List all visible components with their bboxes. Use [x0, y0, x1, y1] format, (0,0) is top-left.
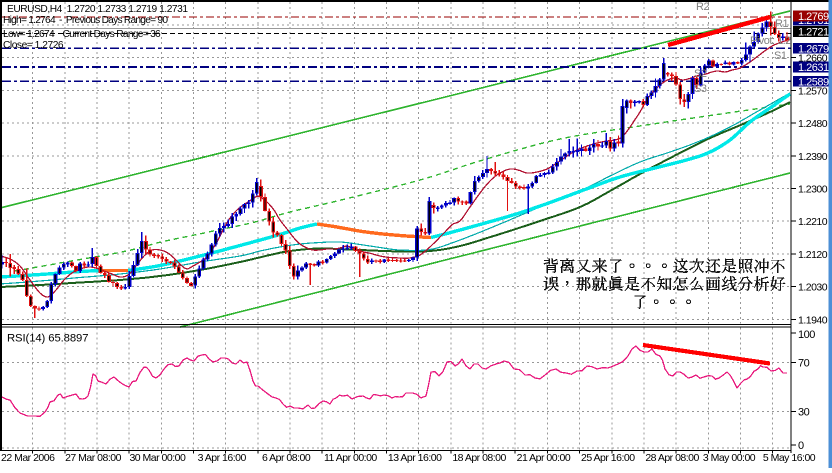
svg-text:1.2390: 1.2390: [798, 151, 828, 163]
svg-text:S2: S2: [694, 68, 707, 80]
svg-text:3 Apr 16:00: 3 Apr 16:00: [198, 452, 247, 464]
svg-text:1.2300: 1.2300: [798, 184, 828, 196]
svg-text:25 Apr 16:00: 25 Apr 16:00: [581, 452, 635, 464]
svg-text:70: 70: [798, 358, 810, 370]
svg-text:11 Apr 00:00: 11 Apr 00:00: [324, 452, 377, 464]
svg-text:27 Mar 08:00: 27 Mar 08:00: [65, 452, 122, 464]
svg-text:R1: R1: [775, 18, 788, 30]
svg-text:EURUSD,H4 1.2720 1.2733 1.271: EURUSD,H4 1.2720 1.2733 1.2719 1.2731: [7, 4, 188, 15]
svg-text:1.2480: 1.2480: [798, 118, 828, 130]
svg-text:1.2631: 1.2631: [798, 62, 829, 74]
svg-text:1.2030: 1.2030: [798, 282, 828, 294]
svg-text:18 Apr 08:00: 18 Apr 08:00: [452, 452, 506, 464]
svg-text:1.2679: 1.2679: [798, 43, 829, 55]
svg-text:100: 100: [798, 329, 815, 341]
svg-text:1.1940: 1.1940: [798, 314, 828, 326]
svg-text:0: 0: [798, 440, 804, 452]
svg-text:5 May 16:00: 5 May 16:00: [763, 452, 816, 464]
svg-text:30: 30: [798, 406, 810, 418]
svg-text:21 Apr 00:00: 21 Apr 00:00: [517, 452, 571, 464]
svg-text:22 Mar 2006: 22 Mar 2006: [1, 452, 55, 464]
svg-text:1.2769: 1.2769: [798, 11, 829, 23]
svg-text:1.2120: 1.2120: [798, 249, 828, 261]
svg-text:RSI(14) 65.8897: RSI(14) 65.8897: [7, 333, 88, 345]
svg-text:13 Apr 16:00: 13 Apr 16:00: [388, 452, 442, 464]
svg-text:S1: S1: [774, 50, 787, 62]
svg-text:R2: R2: [696, 1, 709, 13]
svg-text:1.2721: 1.2721: [798, 27, 829, 39]
svg-text:30 Mar 00:00: 30 Mar 00:00: [129, 452, 186, 464]
svg-text:1.2210: 1.2210: [798, 216, 828, 228]
svg-text:6 Apr 08:00: 6 Apr 08:00: [262, 452, 311, 464]
svg-text:1.2589: 1.2589: [798, 76, 829, 88]
svg-text:Close= 1.2726: Close= 1.2726: [3, 40, 64, 51]
svg-text:S3: S3: [694, 83, 707, 95]
svg-text:High= 1.2764 - Previous Days: High= 1.2764 - Previous Days Range= 90: [3, 15, 168, 26]
svg-text:28 Apr 08:00: 28 Apr 08:00: [645, 452, 699, 464]
svg-text:3 May 00:00: 3 May 00:00: [703, 452, 756, 464]
svg-text:Low= 1.2674 Current Days Ra: Low= 1.2674 Current Days Range= 36: [3, 29, 161, 40]
